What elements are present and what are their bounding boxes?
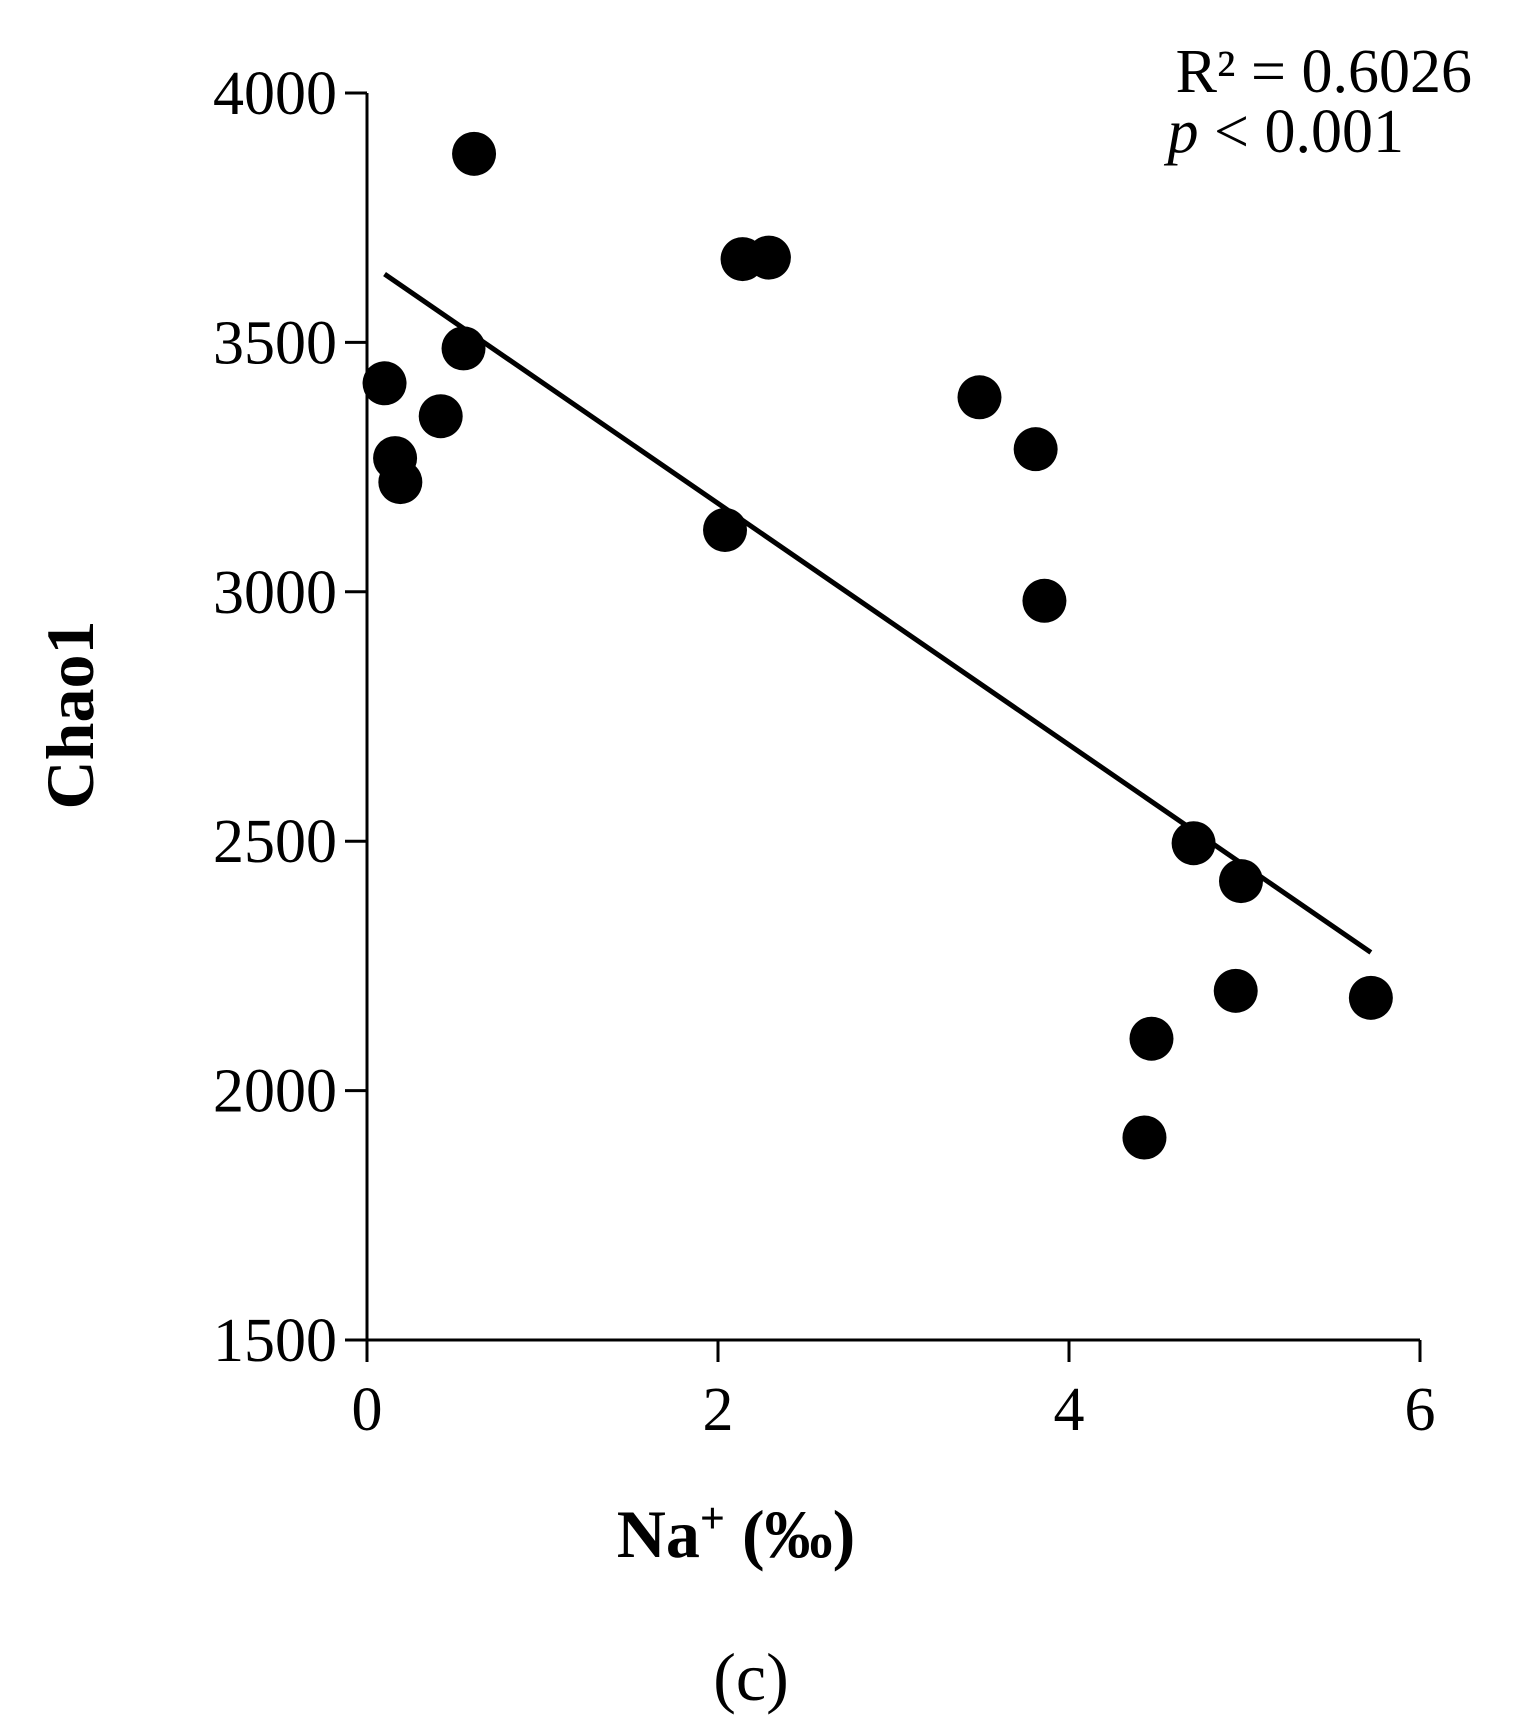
p-value-letter: p <box>1164 98 1199 166</box>
data-points <box>362 131 1393 1160</box>
tick-labels: 1500 2000 2500 3000 3500 4000 0 2 4 6 <box>213 60 1436 1444</box>
data-point-17 <box>1218 859 1263 904</box>
axes <box>345 91 1422 1362</box>
data-point-7 <box>703 507 748 552</box>
x-axis-title-unit: (‰) <box>725 1496 855 1572</box>
data-point-9 <box>746 235 791 280</box>
data-point-1 <box>362 361 407 406</box>
x-tick-label-4: 4 <box>1054 1376 1085 1444</box>
y-axis-title: Chao1 <box>32 621 108 810</box>
data-point-13 <box>1122 1115 1167 1160</box>
data-point-6 <box>452 131 497 176</box>
p-value-annotation: p < 0.001 <box>1164 98 1404 166</box>
x-axis-title-superscript: + <box>700 1494 725 1543</box>
data-point-14 <box>1129 1016 1174 1061</box>
data-point-11 <box>1013 427 1058 472</box>
y-tick-label-1500: 1500 <box>213 1307 337 1375</box>
data-point-12 <box>1022 578 1067 623</box>
x-tick-label-6: 6 <box>1405 1376 1436 1444</box>
data-point-10 <box>957 375 1002 420</box>
data-point-16 <box>1213 968 1258 1013</box>
x-axis-title-main: Na <box>617 1496 700 1572</box>
x-tick-label-2: 2 <box>703 1376 734 1444</box>
data-point-18 <box>1348 975 1393 1020</box>
x-axis-title: Na+ (‰) <box>617 1494 855 1572</box>
data-point-5 <box>441 326 486 371</box>
y-tick-label-3500: 3500 <box>213 309 337 377</box>
r-squared-annotation: R² = 0.6026 <box>1176 38 1472 106</box>
x-tick-label-0: 0 <box>352 1376 383 1444</box>
p-value-rest: < 0.001 <box>1199 98 1404 166</box>
data-point-3 <box>378 460 423 505</box>
y-tick-label-4000: 4000 <box>213 60 337 128</box>
y-tick-label-2000: 2000 <box>213 1058 337 1126</box>
y-tick-label-3000: 3000 <box>213 559 337 627</box>
y-tick-label-2500: 2500 <box>213 808 337 876</box>
linear-trendline <box>383 272 1373 955</box>
trendline-group <box>383 272 1373 955</box>
panel-label: (c) <box>713 1639 788 1715</box>
data-point-15 <box>1171 821 1216 866</box>
data-point-4 <box>418 394 463 439</box>
